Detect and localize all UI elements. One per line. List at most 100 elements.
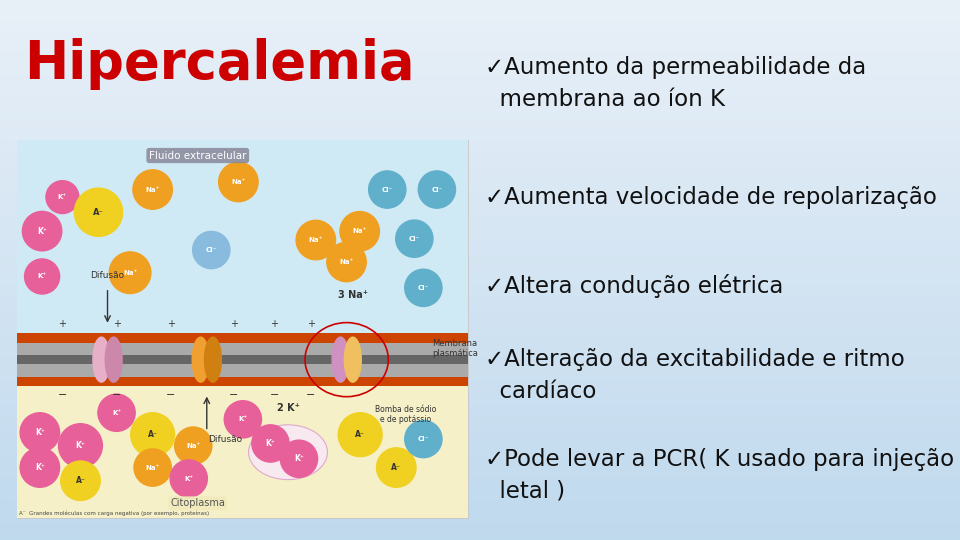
Bar [0,16,960,18]
Bar [0,7,960,9]
Bar [0,302,960,304]
Bar [0,502,960,504]
Bar [0,443,960,444]
Bar [0,211,960,212]
Bar [0,366,960,367]
Bar [0,347,960,349]
Bar [0,385,960,387]
Text: Na⁺: Na⁺ [146,186,159,193]
Bar [0,223,960,225]
Bar [0,504,960,506]
Text: ✓Aumento da permeabilidade da
  membrana ao íon K: ✓Aumento da permeabilidade da membrana a… [485,56,866,111]
Text: +: + [306,319,315,329]
Bar [0,268,960,270]
Bar [0,189,960,191]
Bar [0,115,960,117]
Bar [0,339,960,340]
Bar [0,434,960,436]
Bar [0,374,960,376]
Bar [0,423,960,425]
Bar [0,447,960,448]
Bar [0,506,960,508]
Bar [0,481,960,482]
Bar [0,295,960,297]
Bar [0,313,960,315]
Bar [0,522,960,524]
Bar [17,377,468,386]
Bar [0,457,960,459]
Bar [0,137,960,139]
Bar [0,425,960,427]
Bar [0,25,960,27]
Bar [0,50,960,52]
Text: ✓Altera condução elétrica: ✓Altera condução elétrica [485,274,783,298]
Circle shape [396,220,433,258]
Bar [0,306,960,308]
Bar [0,216,960,218]
Bar [0,475,960,477]
Bar [0,405,960,407]
Bar [0,243,960,245]
Bar [0,336,960,339]
Circle shape [131,413,175,457]
Text: Na⁺: Na⁺ [352,228,367,234]
Bar [0,290,960,292]
Bar [0,153,960,155]
Bar [0,92,960,93]
Bar [0,81,960,83]
Bar [0,322,960,324]
Bar [0,380,960,382]
Bar [0,304,960,306]
Bar [0,34,960,36]
Bar [0,535,960,536]
Bar [0,308,960,309]
Bar [0,187,960,189]
Bar [0,54,960,56]
Text: 3 Na⁺: 3 Na⁺ [338,291,368,300]
Text: +: + [112,319,121,329]
Text: K⁺: K⁺ [35,463,45,472]
Bar [0,470,960,471]
Text: Na⁺: Na⁺ [146,464,159,470]
Bar [0,38,960,39]
Bar [0,450,960,452]
Bar [0,101,960,103]
Bar [0,142,960,144]
Bar [0,126,960,128]
Bar [0,36,960,38]
Bar [0,227,960,228]
Bar [0,466,960,468]
Bar [0,486,960,488]
Bar [0,77,960,79]
Text: Difusão: Difusão [90,271,125,280]
Bar [0,301,960,302]
Bar [0,70,960,72]
Bar [0,407,960,409]
Bar [0,360,960,362]
Bar [0,177,960,178]
Bar [0,232,960,234]
Bar [0,376,960,378]
Text: Hipercalemia: Hipercalemia [24,38,415,90]
Bar [0,196,960,198]
Bar [0,459,960,461]
Text: ✓Pode levar a PCR( K usado para injeção
  letal ): ✓Pode levar a PCR( K usado para injeção … [485,448,954,503]
Bar [0,135,960,137]
Bar [0,194,960,196]
Bar [0,353,960,355]
Bar [0,96,960,97]
Bar [0,515,960,517]
Bar [0,275,960,277]
Bar [0,191,960,193]
Bar [0,344,960,346]
Text: K⁺: K⁺ [37,227,47,235]
Bar [0,315,960,317]
Bar [0,193,960,194]
Bar [0,436,960,437]
Bar [0,293,960,295]
Bar [0,88,960,90]
Bar [0,335,960,336]
Bar [0,474,960,475]
Bar [0,52,960,54]
Bar [0,356,960,358]
